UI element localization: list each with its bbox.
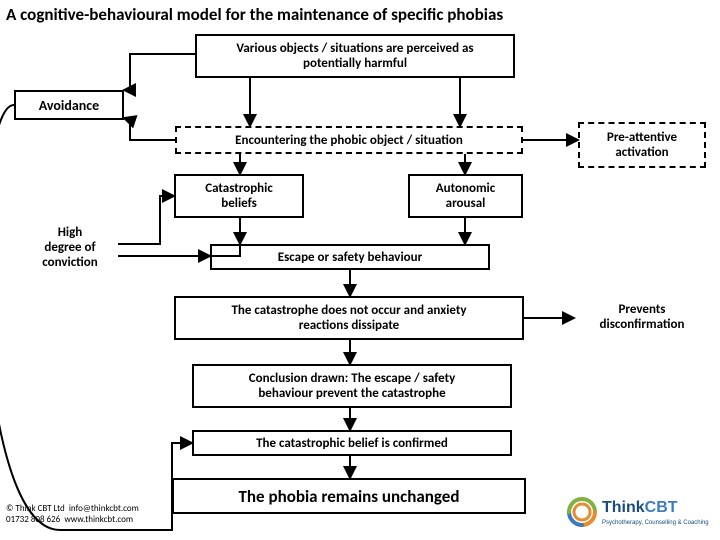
thinkcbt-logo: ThinkCBT Psychotherapy, Counselling & Co… [562, 492, 712, 532]
node-conclusion: Conclusion drawn: The escape / safetybeh… [192, 364, 512, 408]
node-label: Pre-attentiveactivation [607, 130, 677, 160]
logo-tagline: Psychotherapy, Counselling & Coaching [602, 520, 709, 526]
node-label: The phobia remains unchanged [239, 486, 460, 507]
node-unchanged: The phobia remains unchanged [172, 478, 526, 514]
node-label: Highdegree ofconviction [42, 225, 98, 270]
node-label: Catastrophicbeliefs [205, 181, 273, 211]
node-label: Various objects / situations are perceiv… [236, 41, 473, 71]
node-label: The catastrophe does not occur and anxie… [231, 303, 466, 333]
node-catastrophic: Catastrophicbeliefs [174, 174, 304, 218]
node-label: Preventsdisconfirmation [600, 302, 685, 332]
footer-url: www.thinkcbt.com [64, 514, 133, 525]
node-escape: Escape or safety behaviour [210, 244, 490, 270]
node-label: Autonomicarousal [436, 181, 495, 211]
node-label: Avoidance [39, 97, 99, 114]
diagram-title: A cognitive-behavioural model for the ma… [6, 4, 714, 25]
logo-swirl-icon [568, 498, 596, 526]
node-encounter: Encountering the phobic object / situati… [175, 126, 523, 154]
node-label: The catastrophic belief is confirmed [256, 436, 448, 451]
footer-copyright: © Think CBT Ltd [6, 503, 65, 514]
node-preattentive: Pre-attentiveactivation [578, 122, 706, 168]
node-autonomic: Autonomicarousal [408, 174, 523, 218]
node-confirmed: The catastrophic belief is confirmed [192, 430, 512, 456]
node-dissipate: The catastrophe does not occur and anxie… [174, 296, 524, 340]
logo-text: ThinkCBT [602, 499, 678, 516]
node-label: Encountering the phobic object / situati… [235, 133, 463, 148]
node-label: Escape or safety behaviour [278, 250, 422, 265]
footer-email: info@thinkcbt.com [69, 503, 139, 514]
footer-phone: 01732 808 626 [6, 514, 60, 525]
node-perceived: Various objects / situations are perceiv… [195, 34, 515, 78]
node-label: Conclusion drawn: The escape / safetybeh… [249, 371, 455, 401]
node-conviction: Highdegree ofconviction [22, 216, 118, 278]
footer-credits: © Think CBT Ltd info@thinkcbt.com 01732 … [6, 504, 139, 526]
node-avoidance: Avoidance [14, 90, 124, 120]
node-prevents: Preventsdisconfirmation [574, 294, 710, 340]
